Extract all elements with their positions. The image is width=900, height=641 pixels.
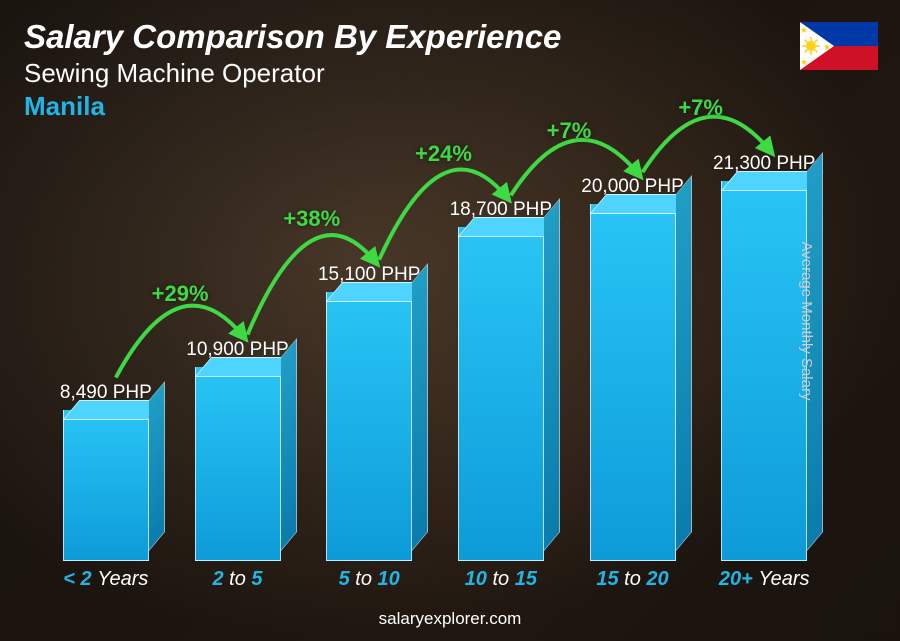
x-axis-label: 2 to 5 [172, 568, 304, 591]
bar [195, 367, 281, 561]
x-axis-label: 15 to 20 [567, 568, 699, 591]
chart-subtitle: Sewing Machine Operator [24, 58, 876, 89]
chart-area: 8,490 PHP 10,900 PHP 15,100 PHP 18,700 P… [40, 101, 830, 591]
y-axis-label: Average Monthly Salary [798, 241, 815, 400]
increment-label: +24% [415, 141, 472, 167]
x-axis-label: 20+ Years [698, 568, 830, 591]
x-axis-label: < 2 Years [40, 568, 172, 591]
increment-label: +7% [678, 95, 723, 121]
x-axis-labels: < 2 Years2 to 55 to 1010 to 1515 to 2020… [40, 568, 830, 591]
increment-label: +29% [152, 281, 209, 307]
bar-group: 15,100 PHP [303, 264, 435, 561]
bar-group: 10,900 PHP [172, 339, 304, 561]
bar-group: 18,700 PHP [435, 199, 567, 561]
footer-attribution: salaryexplorer.com [0, 609, 900, 629]
bar [63, 410, 149, 561]
bar [458, 227, 544, 561]
chart-title: Salary Comparison By Experience [24, 18, 876, 56]
bar [721, 181, 807, 561]
bar-group: 20,000 PHP [567, 176, 699, 561]
bar-container: 8,490 PHP 10,900 PHP 15,100 PHP 18,700 P… [40, 121, 830, 561]
x-axis-label: 5 to 10 [303, 568, 435, 591]
bar [326, 292, 412, 561]
x-axis-label: 10 to 15 [435, 568, 567, 591]
bar [590, 204, 676, 561]
increment-label: +38% [283, 206, 340, 232]
bar-group: 8,490 PHP [40, 382, 172, 561]
flag-icon [800, 22, 878, 70]
increment-label: +7% [547, 118, 592, 144]
